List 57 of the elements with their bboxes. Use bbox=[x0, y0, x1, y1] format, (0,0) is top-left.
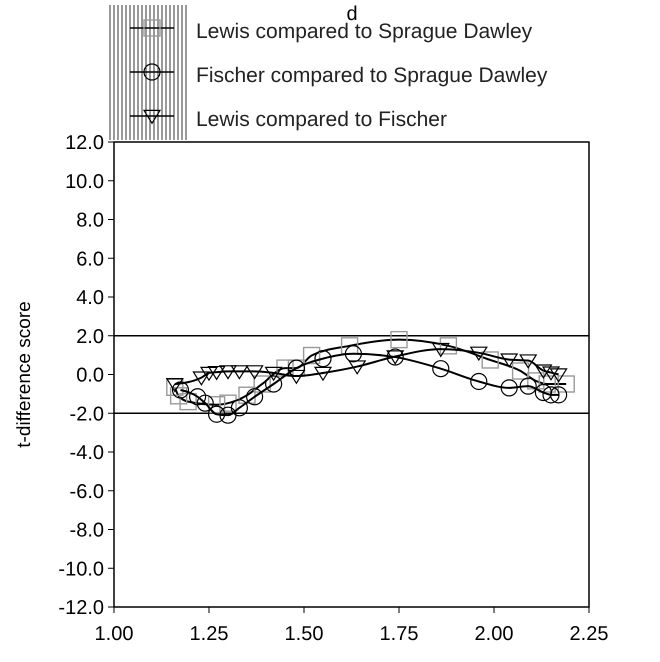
point bbox=[432, 342, 450, 357]
point bbox=[520, 354, 537, 368]
point bbox=[196, 394, 214, 412]
point bbox=[432, 360, 450, 378]
x-tick-label: 1.25 bbox=[190, 623, 228, 645]
point bbox=[500, 353, 518, 368]
point bbox=[534, 384, 552, 402]
point bbox=[265, 375, 282, 393]
point bbox=[520, 378, 537, 395]
y-tick-label: -8.0 bbox=[70, 520, 104, 542]
y-tick-label: 0.0 bbox=[76, 364, 104, 386]
point bbox=[344, 345, 362, 362]
point bbox=[550, 368, 568, 382]
y-tick-label: -6.0 bbox=[70, 480, 104, 503]
point bbox=[208, 406, 226, 423]
y-axis-title: t-difference score bbox=[14, 301, 35, 448]
point bbox=[265, 366, 282, 381]
point bbox=[246, 365, 264, 380]
point bbox=[542, 366, 560, 380]
y-tick-label: 4.0 bbox=[76, 287, 104, 309]
y-tick-label: 12.0 bbox=[65, 132, 104, 154]
point bbox=[500, 379, 518, 396]
point bbox=[314, 350, 332, 368]
y-tick-label: -10.0 bbox=[58, 558, 104, 580]
point bbox=[219, 406, 237, 424]
x-tick-label: 2.25 bbox=[570, 623, 608, 645]
y-tick-label: -12.0 bbox=[58, 597, 104, 619]
legend-label: Lewis compared to Fischer bbox=[196, 108, 447, 131]
y-tick-label: 6.0 bbox=[76, 248, 104, 270]
point bbox=[550, 386, 568, 404]
point bbox=[230, 365, 248, 380]
point bbox=[470, 346, 488, 361]
point bbox=[314, 366, 332, 381]
point bbox=[470, 372, 488, 390]
y-tick-label: 10.0 bbox=[65, 170, 104, 193]
x-tick-label: 1.50 bbox=[284, 623, 324, 645]
x-tick-label: 2.00 bbox=[474, 623, 514, 645]
y-tick-label: -2.0 bbox=[70, 403, 104, 426]
point bbox=[166, 378, 184, 392]
point bbox=[534, 364, 552, 378]
point bbox=[348, 360, 366, 374]
point bbox=[189, 388, 206, 406]
point bbox=[219, 365, 237, 380]
point bbox=[246, 388, 264, 406]
point bbox=[192, 371, 210, 386]
y-tick-label: -4.0 bbox=[70, 442, 104, 464]
point bbox=[172, 381, 190, 399]
point bbox=[200, 366, 218, 381]
y-tick-label: 8.0 bbox=[76, 210, 104, 232]
x-tick-label: 1.75 bbox=[380, 623, 418, 645]
legend-label: Fischer compared to Sprague Dawley bbox=[196, 64, 548, 87]
point bbox=[208, 366, 226, 380]
y-tick-label: 2.0 bbox=[76, 326, 104, 348]
point bbox=[230, 399, 248, 416]
point bbox=[542, 386, 560, 404]
x-tick-label: 1.00 bbox=[94, 623, 134, 645]
point bbox=[288, 370, 305, 384]
